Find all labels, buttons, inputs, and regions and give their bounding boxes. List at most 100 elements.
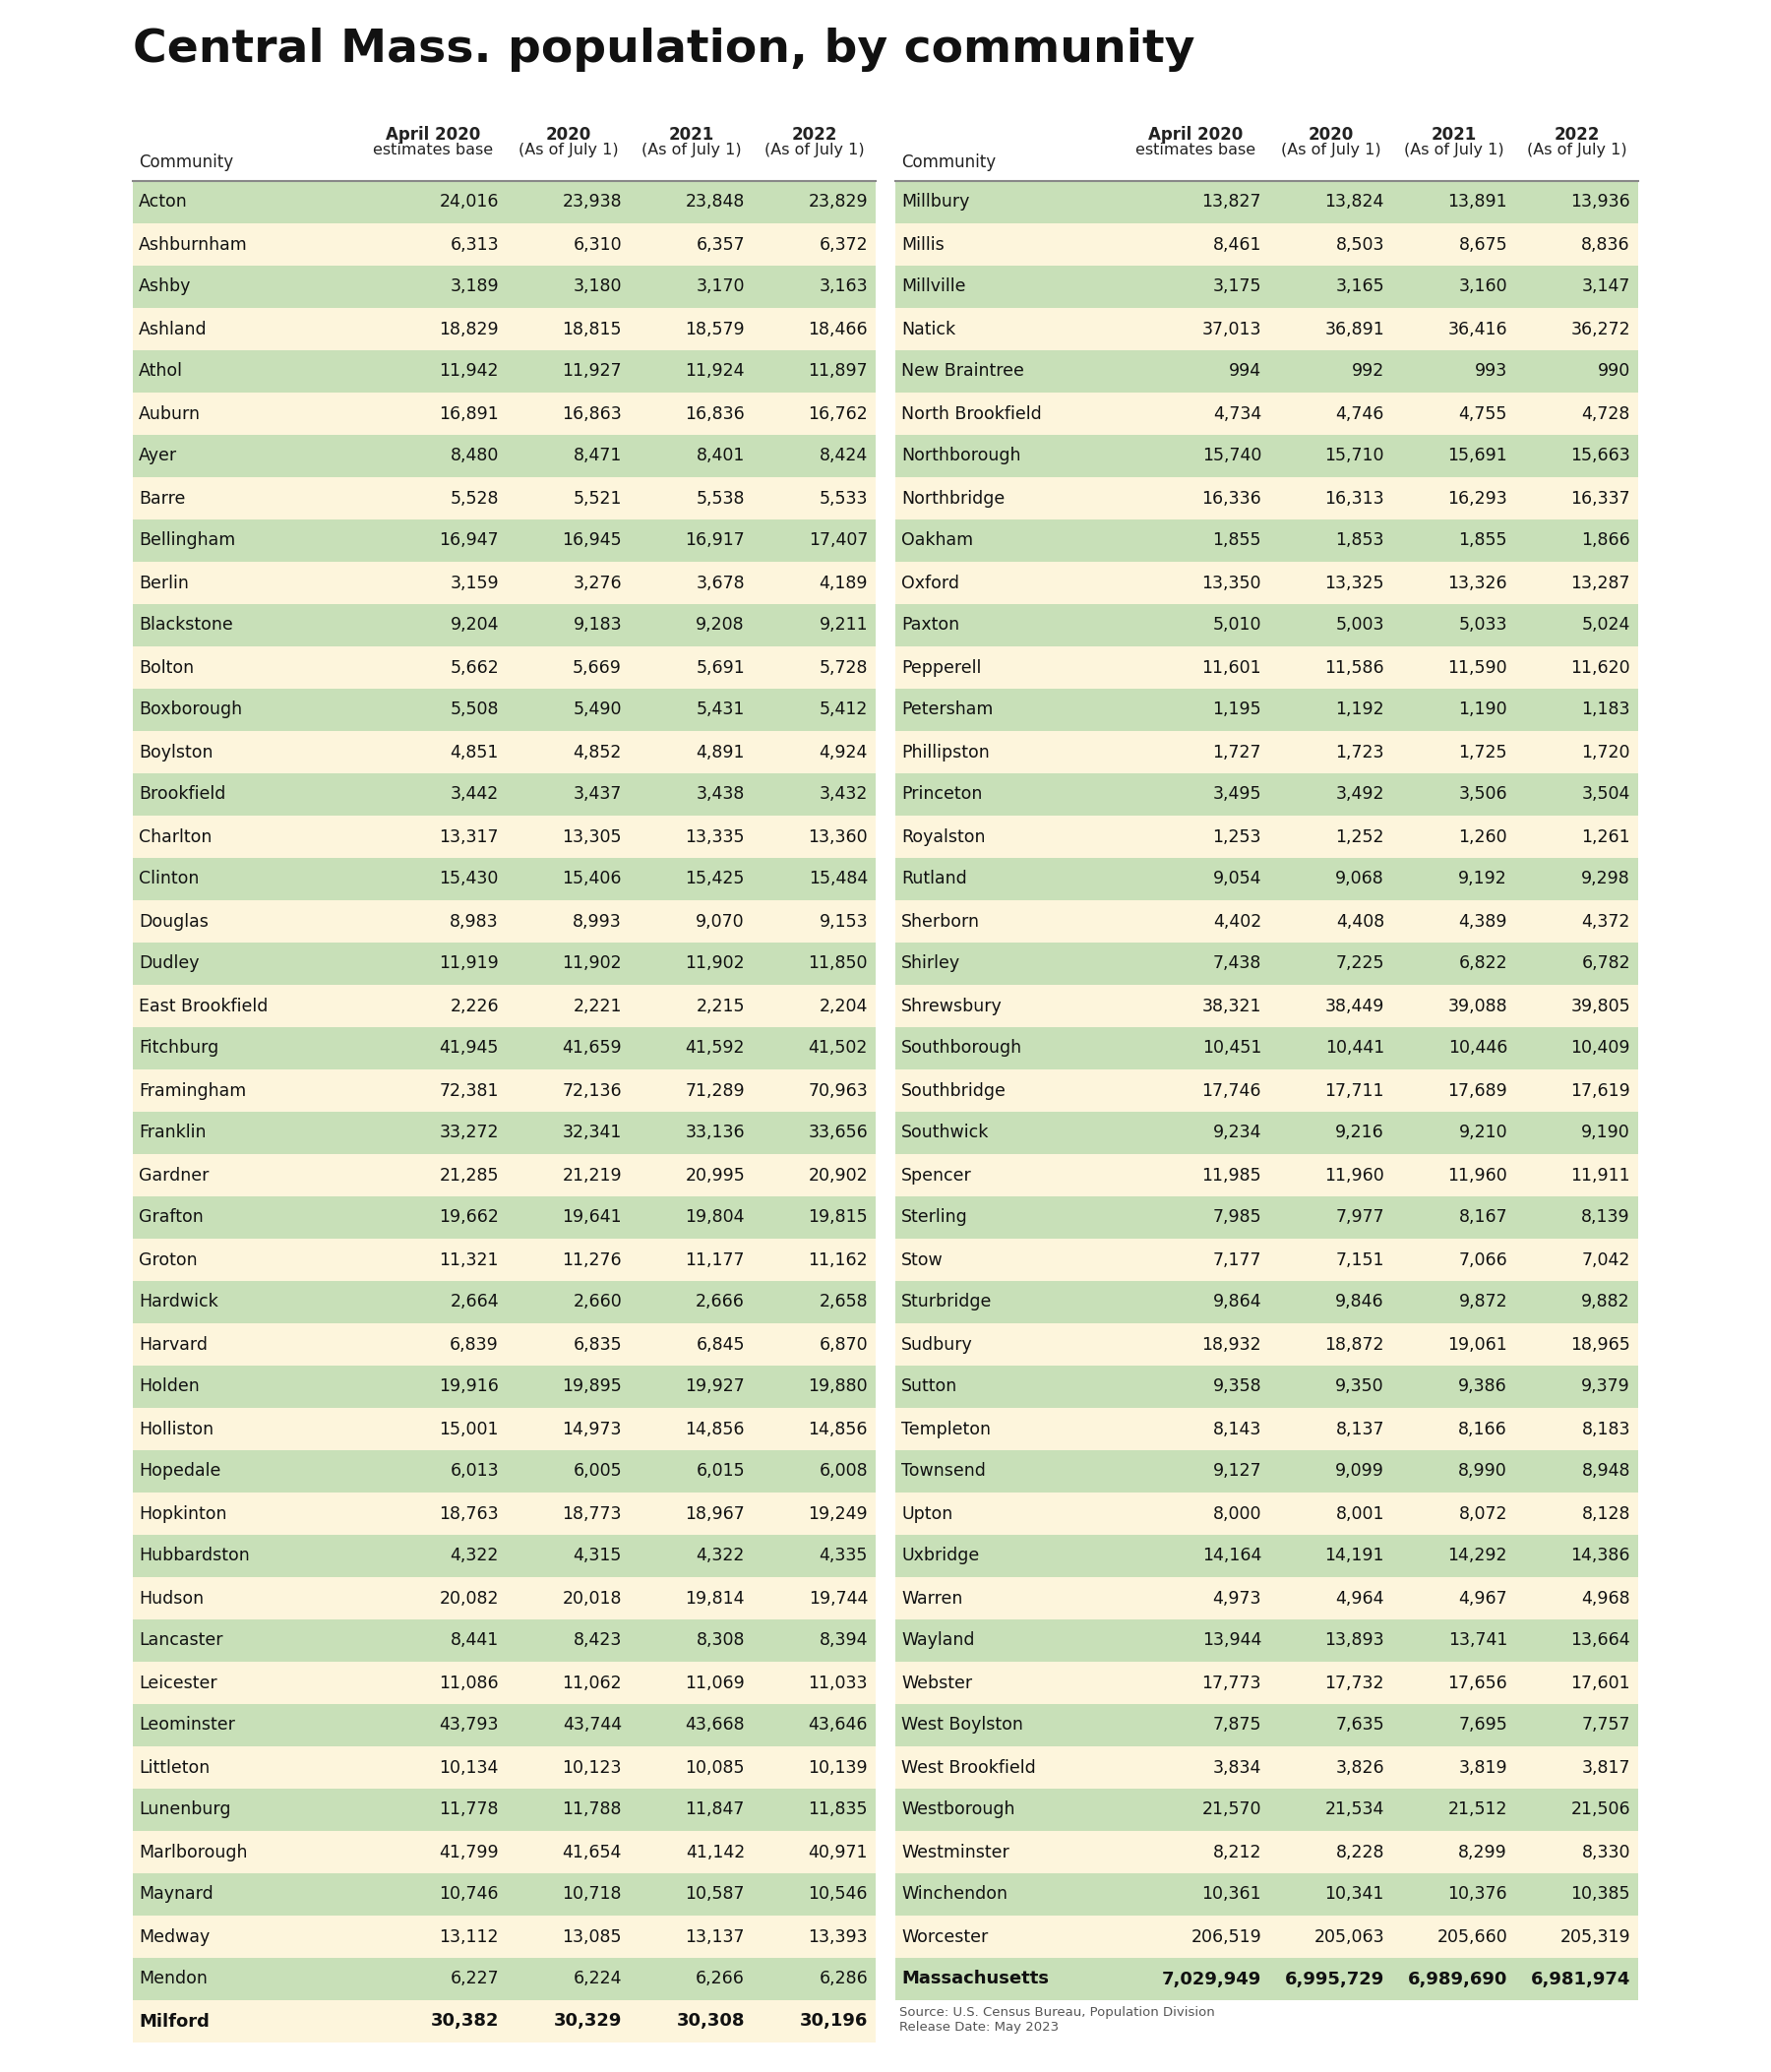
Text: 3,160: 3,160 — [1459, 278, 1507, 296]
Text: 17,689: 17,689 — [1447, 1082, 1507, 1100]
Text: Shrewsbury: Shrewsbury — [901, 997, 1002, 1015]
Text: 37,013: 37,013 — [1203, 321, 1261, 338]
Text: 39,088: 39,088 — [1447, 997, 1507, 1015]
Text: 11,162: 11,162 — [808, 1251, 868, 1268]
Text: 72,136: 72,136 — [561, 1082, 622, 1100]
Text: Hubbardston: Hubbardston — [138, 1548, 250, 1564]
Bar — [133, 943, 875, 984]
Text: 16,293: 16,293 — [1447, 489, 1507, 508]
Text: 20,082: 20,082 — [439, 1589, 499, 1608]
Text: Rutland: Rutland — [901, 870, 967, 889]
Text: 4,315: 4,315 — [574, 1548, 622, 1564]
Text: 6,839: 6,839 — [450, 1336, 499, 1353]
Text: Southwick: Southwick — [901, 1123, 990, 1142]
Text: 16,947: 16,947 — [439, 533, 499, 549]
Bar — [133, 477, 875, 520]
Text: 41,659: 41,659 — [561, 1040, 622, 1057]
Text: 8,441: 8,441 — [450, 1633, 499, 1649]
Text: Bolton: Bolton — [138, 659, 195, 675]
Text: 11,276: 11,276 — [561, 1251, 622, 1268]
Text: 36,891: 36,891 — [1325, 321, 1385, 338]
Text: 4,734: 4,734 — [1213, 404, 1261, 423]
Text: Southbridge: Southbridge — [901, 1082, 1006, 1100]
Text: 5,521: 5,521 — [574, 489, 622, 508]
Text: 2,664: 2,664 — [450, 1293, 499, 1312]
Text: 992: 992 — [1351, 363, 1385, 381]
Text: 39,805: 39,805 — [1571, 997, 1631, 1015]
Text: 9,208: 9,208 — [696, 615, 746, 634]
Text: 20,902: 20,902 — [808, 1167, 868, 1183]
Text: April 2020: April 2020 — [386, 126, 480, 143]
Bar — [896, 1113, 1638, 1154]
Text: 38,321: 38,321 — [1203, 997, 1261, 1015]
Text: estimates base: estimates base — [374, 143, 492, 157]
Text: 43,646: 43,646 — [808, 1716, 868, 1734]
Text: 5,412: 5,412 — [820, 700, 868, 719]
Text: 8,299: 8,299 — [1458, 1844, 1507, 1861]
Text: 2,221: 2,221 — [574, 997, 622, 1015]
Text: 13,305: 13,305 — [563, 829, 622, 845]
Text: 2,226: 2,226 — [450, 997, 499, 1015]
Text: 1,190: 1,190 — [1459, 700, 1507, 719]
Text: 4,389: 4,389 — [1459, 912, 1507, 930]
Text: 15,406: 15,406 — [563, 870, 622, 889]
Text: 23,938: 23,938 — [561, 193, 622, 211]
Bar — [133, 1999, 875, 2043]
Text: 17,619: 17,619 — [1571, 1082, 1631, 1100]
Text: 8,990: 8,990 — [1458, 1463, 1507, 1479]
Text: 3,147: 3,147 — [1582, 278, 1631, 296]
Text: (As of July 1): (As of July 1) — [1404, 143, 1504, 157]
Text: 9,216: 9,216 — [1335, 1123, 1385, 1142]
Text: 3,504: 3,504 — [1582, 785, 1631, 804]
Text: 19,641: 19,641 — [561, 1208, 622, 1227]
Text: 8,166: 8,166 — [1458, 1419, 1507, 1438]
Text: 9,379: 9,379 — [1582, 1378, 1631, 1397]
Text: 6,005: 6,005 — [574, 1463, 622, 1479]
Text: 9,386: 9,386 — [1458, 1378, 1507, 1397]
Text: 36,416: 36,416 — [1447, 321, 1507, 338]
Text: 5,024: 5,024 — [1582, 615, 1631, 634]
Text: Petersham: Petersham — [901, 700, 994, 719]
Text: 4,322: 4,322 — [696, 1548, 746, 1564]
Text: 16,313: 16,313 — [1325, 489, 1385, 508]
Text: Harvard: Harvard — [138, 1336, 207, 1353]
Bar — [133, 1788, 875, 1832]
Text: 7,225: 7,225 — [1335, 955, 1385, 972]
Text: 993: 993 — [1475, 363, 1507, 381]
Text: Community: Community — [138, 153, 234, 172]
Text: 13,360: 13,360 — [808, 829, 868, 845]
Text: (As of July 1): (As of July 1) — [1280, 143, 1381, 157]
Text: 6,224: 6,224 — [574, 1970, 622, 1987]
Text: Boylston: Boylston — [138, 744, 213, 760]
Text: 10,441: 10,441 — [1325, 1040, 1385, 1057]
Text: Paxton: Paxton — [901, 615, 960, 634]
Text: 9,204: 9,204 — [450, 615, 499, 634]
Text: (As of July 1): (As of July 1) — [519, 143, 618, 157]
Text: 11,960: 11,960 — [1325, 1167, 1385, 1183]
Text: 15,430: 15,430 — [439, 870, 499, 889]
Bar — [133, 1365, 875, 1407]
Text: 10,376: 10,376 — [1447, 1886, 1507, 1904]
Bar — [896, 646, 1638, 688]
Bar — [896, 350, 1638, 392]
Text: 11,177: 11,177 — [685, 1251, 746, 1268]
Text: 1,195: 1,195 — [1213, 700, 1261, 719]
Bar — [896, 1662, 1638, 1703]
Text: 14,191: 14,191 — [1325, 1548, 1385, 1564]
Text: 18,763: 18,763 — [439, 1504, 499, 1523]
Text: Framingham: Framingham — [138, 1082, 246, 1100]
Text: 17,746: 17,746 — [1203, 1082, 1261, 1100]
Text: 1,260: 1,260 — [1459, 829, 1507, 845]
Bar — [896, 1324, 1638, 1365]
Text: Townsend: Townsend — [901, 1463, 986, 1479]
Text: 9,210: 9,210 — [1459, 1123, 1507, 1142]
Text: 6,989,690: 6,989,690 — [1408, 1970, 1507, 1987]
Text: 8,836: 8,836 — [1582, 236, 1631, 253]
Bar — [133, 180, 875, 224]
Bar — [133, 1069, 875, 1113]
Bar — [133, 1450, 875, 1492]
Text: 33,272: 33,272 — [439, 1123, 499, 1142]
Text: 4,891: 4,891 — [696, 744, 746, 760]
Text: 5,431: 5,431 — [696, 700, 746, 719]
Text: 10,385: 10,385 — [1571, 1886, 1631, 1904]
